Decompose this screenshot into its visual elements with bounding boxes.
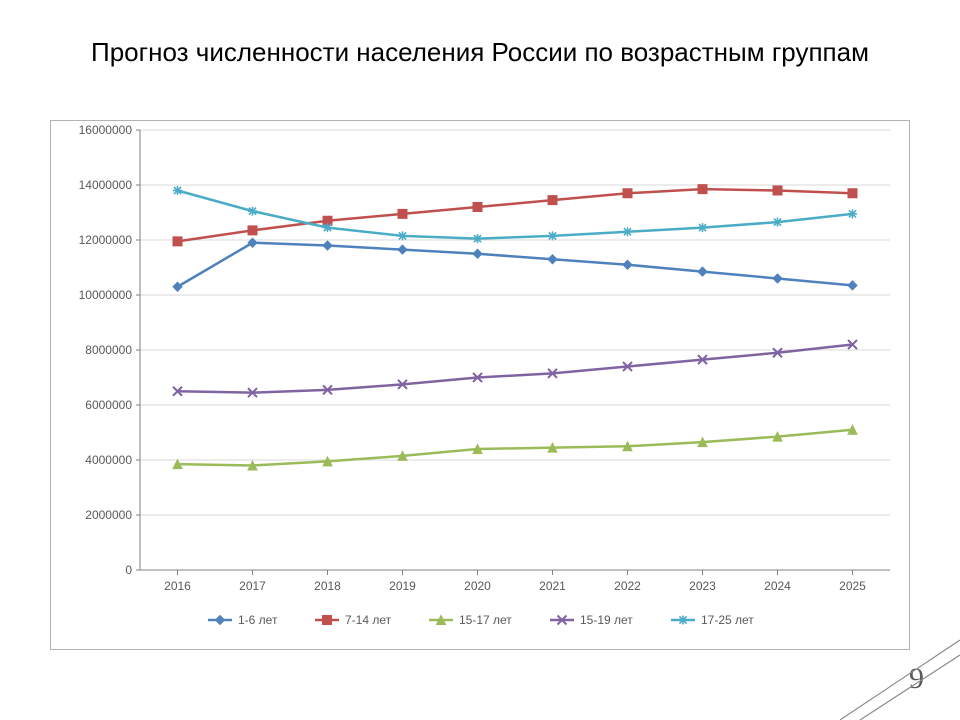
svg-text:2019: 2019: [389, 579, 416, 593]
svg-text:2024: 2024: [764, 579, 791, 593]
svg-text:2016: 2016: [164, 579, 191, 593]
svg-text:2018: 2018: [314, 579, 341, 593]
svg-text:10000000: 10000000: [79, 288, 133, 302]
svg-text:7-14 лет: 7-14 лет: [345, 613, 392, 627]
svg-text:17-25 лет: 17-25 лет: [701, 613, 754, 627]
svg-text:2023: 2023: [689, 579, 716, 593]
svg-text:14000000: 14000000: [79, 178, 133, 192]
chart-title: Прогноз численности населения России по …: [80, 36, 880, 69]
svg-text:15-19 лет: 15-19 лет: [580, 613, 633, 627]
svg-text:4000000: 4000000: [85, 453, 132, 467]
svg-text:6000000: 6000000: [85, 398, 132, 412]
svg-text:2017: 2017: [239, 579, 266, 593]
svg-text:2020: 2020: [464, 579, 491, 593]
svg-text:12000000: 12000000: [79, 233, 133, 247]
svg-text:2000000: 2000000: [85, 508, 132, 522]
svg-text:0: 0: [125, 563, 132, 577]
svg-text:2025: 2025: [839, 579, 866, 593]
svg-text:16000000: 16000000: [79, 123, 133, 137]
slide: Прогноз численности населения России по …: [0, 0, 960, 720]
page-number: 9: [909, 662, 924, 696]
population-forecast-chart: 0 2000000 4000000 6000000 8000000 10000000 120…: [50, 120, 910, 650]
svg-text:2021: 2021: [539, 579, 566, 593]
svg-text:1-6 лет: 1-6 лет: [238, 613, 278, 627]
svg-text:8000000: 8000000: [85, 343, 132, 357]
svg-text:2022: 2022: [614, 579, 641, 593]
svg-text:15-17 лет: 15-17 лет: [459, 613, 512, 627]
